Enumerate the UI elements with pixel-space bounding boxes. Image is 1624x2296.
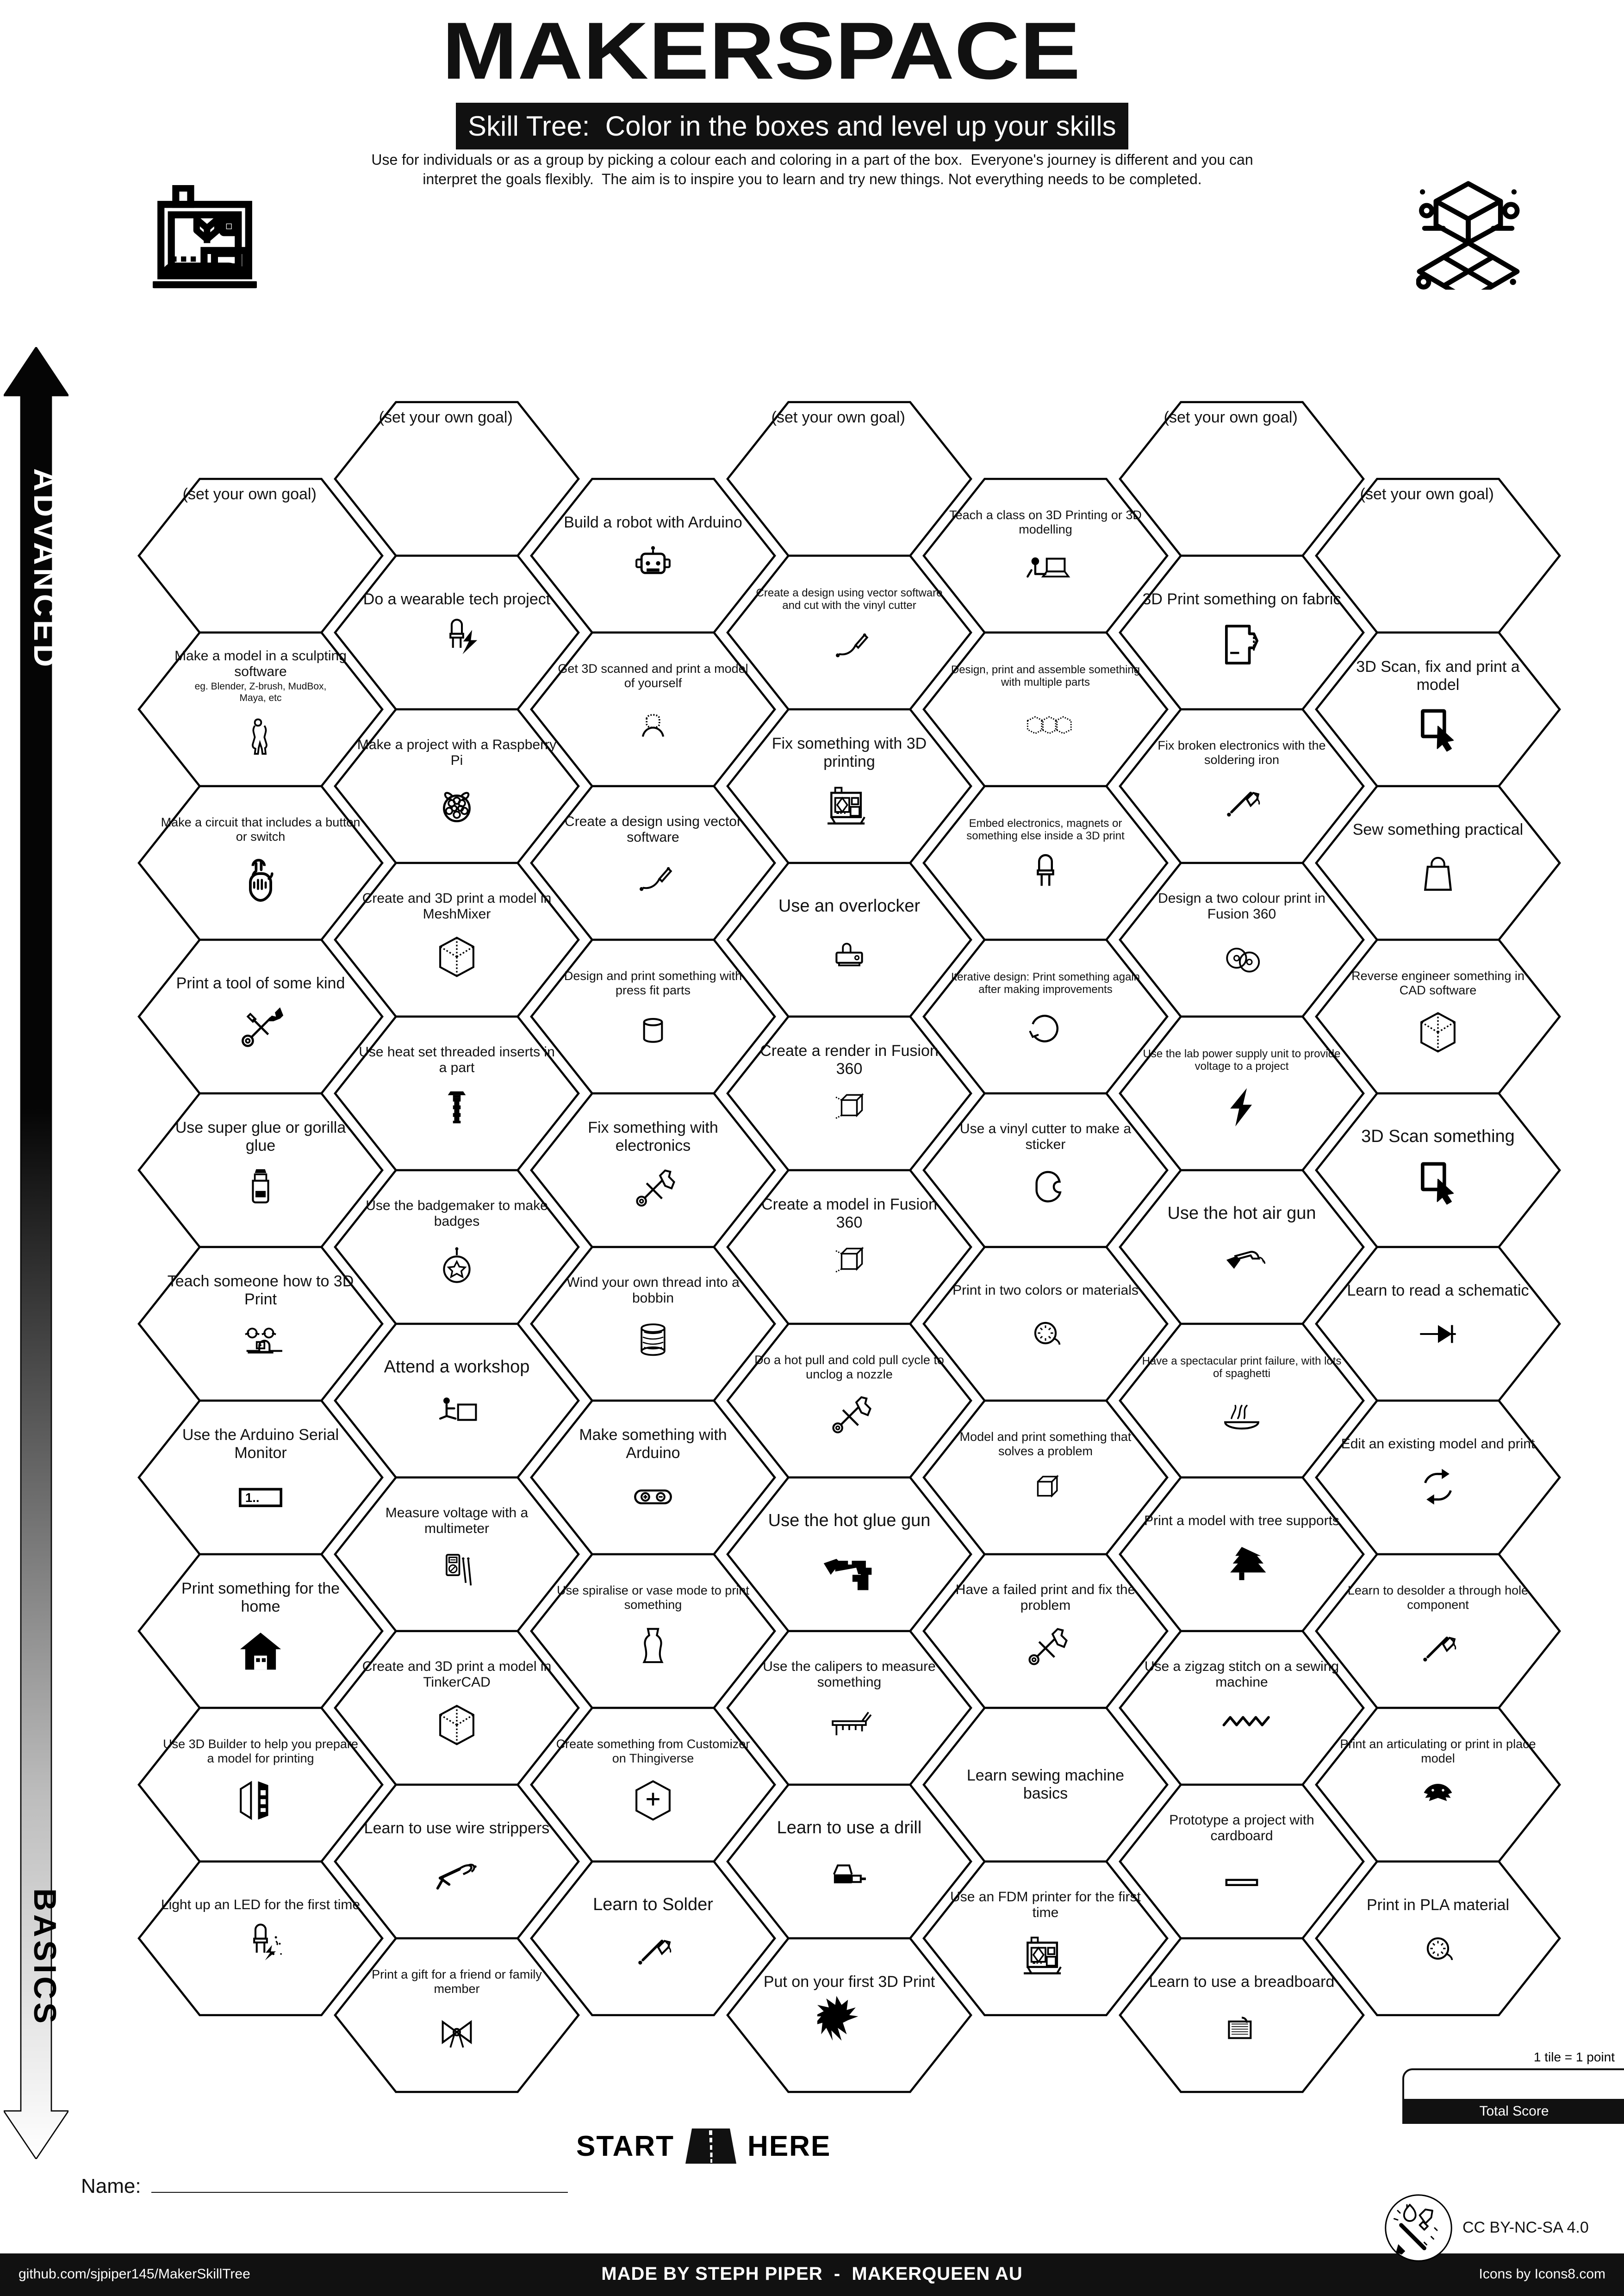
svg-text:1..: 1..: [245, 1490, 260, 1505]
